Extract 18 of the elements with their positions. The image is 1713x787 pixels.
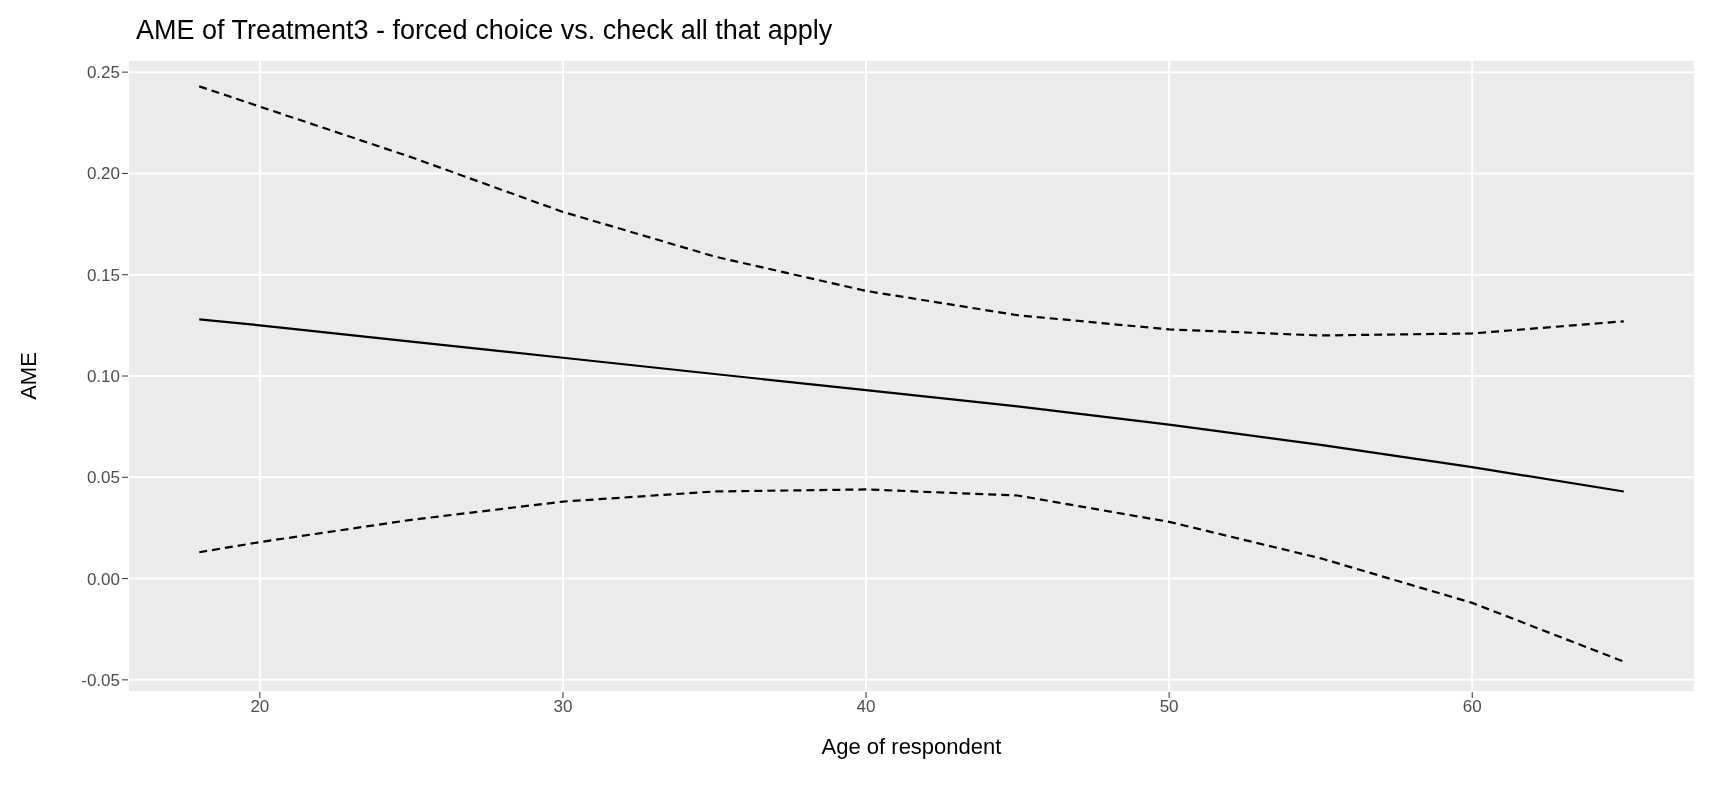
y-tick-label: 0.05 <box>86 468 120 488</box>
x-tick-label: 50 <box>1159 697 1179 717</box>
y-tick-label: 0.20 <box>86 164 120 184</box>
x-tick-label: 30 <box>553 697 573 717</box>
chart-title: AME of Treatment3 - forced choice vs. check all that apply <box>135 14 834 47</box>
line-series <box>198 318 1625 493</box>
x-tick-label: 40 <box>856 697 876 717</box>
y-tick-label: -0.05 <box>81 670 120 690</box>
y-axis-title: AME <box>15 352 41 400</box>
y-tick-label: 0.10 <box>86 367 120 387</box>
x-tick-label: 60 <box>1462 697 1482 717</box>
line-series <box>198 85 1625 337</box>
line-series <box>198 488 1625 663</box>
y-tick-label: 0.15 <box>86 265 120 285</box>
y-tick-label: 0.25 <box>86 63 120 83</box>
x-tick-label: 20 <box>250 697 270 717</box>
y-tick-label: 0.00 <box>86 569 120 589</box>
x-axis-title: Age of respondent <box>821 734 1002 759</box>
